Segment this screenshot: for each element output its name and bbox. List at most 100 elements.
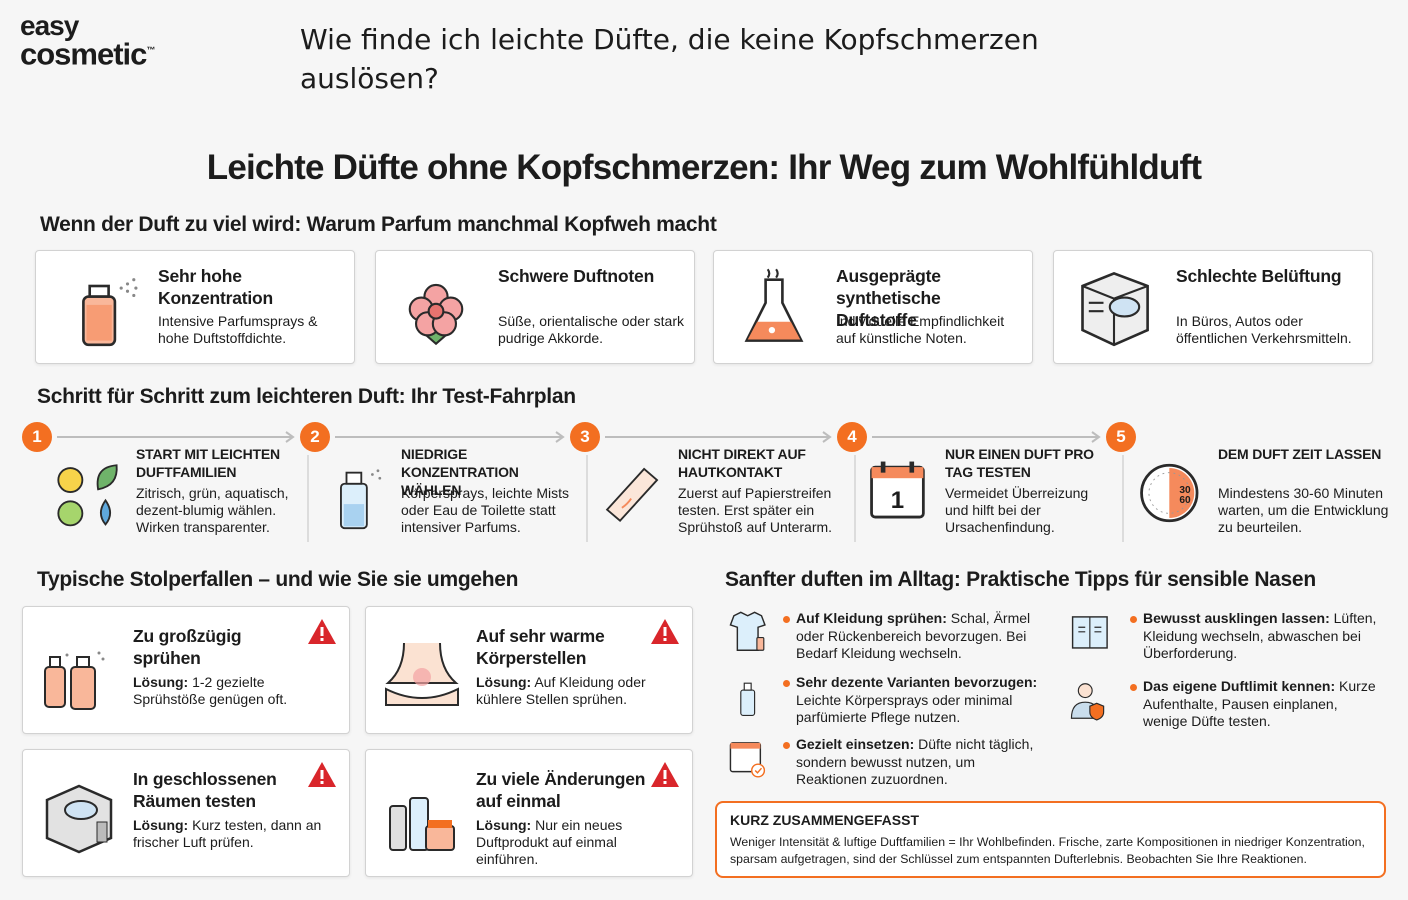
icon-warn bbox=[308, 619, 336, 644]
section-heading: Sanfter duften im Alltag: Praktische Tip… bbox=[725, 568, 1316, 591]
icon-part bbox=[345, 471, 363, 485]
solution-label-inline: Lösung: bbox=[133, 817, 189, 833]
cause-card: Sehr hohe Konzentration Intensive Parfums… bbox=[35, 250, 355, 364]
icon-part bbox=[408, 283, 464, 346]
pitfall-title: In geschlossenen Räumen testen bbox=[133, 769, 277, 811]
icon-part bbox=[376, 469, 380, 473]
calendar-day: 1 bbox=[891, 487, 904, 514]
icon-part bbox=[320, 638, 324, 641]
icon-warn bbox=[308, 762, 336, 787]
icon-part bbox=[1088, 301, 1104, 313]
icon-part bbox=[751, 763, 766, 778]
icon-strip bbox=[605, 467, 659, 523]
step-title: START MIT LEICHTEN DUFTFAMILIEN bbox=[136, 446, 280, 480]
icon-part bbox=[822, 431, 832, 443]
cause-title: Ausgeprägte synthetische Duftstoffe bbox=[836, 266, 941, 330]
icon-bottles bbox=[44, 651, 105, 710]
icon-calendar: 1 bbox=[870, 461, 925, 519]
step-title: DEM DUFT ZEIT LASSEN bbox=[1218, 446, 1382, 462]
step-text: Körpersprays, leichte Mists oder Eau de … bbox=[401, 485, 570, 535]
icon-part bbox=[86, 304, 112, 341]
tip-bullet bbox=[1130, 684, 1137, 691]
icon-part bbox=[663, 638, 667, 641]
cause-card: Ausgeprägte synthetische Duftstoffe Indiv… bbox=[713, 250, 1033, 364]
step-text: Vermeidet Überreizung und hilft bei der … bbox=[945, 485, 1089, 535]
icon-part bbox=[756, 637, 765, 651]
cause-text: Süße, orientalische oder stark pudrige A… bbox=[498, 313, 684, 346]
section-heading: Wenn der Duft zu viel wird: Warum Parfum… bbox=[40, 213, 717, 236]
tip-body-inline: Düfte nicht täglich, sondern bewusst nut… bbox=[796, 736, 1034, 787]
step-text: Zitrisch, grün, aquatisch, dezent-blumig… bbox=[136, 485, 289, 535]
icon-part bbox=[555, 431, 565, 443]
cause-text: Individuelle Empfindlichkeit auf künstli… bbox=[836, 313, 1005, 346]
icon-part bbox=[70, 666, 96, 710]
icon-part bbox=[1169, 468, 1195, 518]
icon-window bbox=[1071, 616, 1108, 649]
icon-part bbox=[76, 656, 90, 668]
section-heading: Schritt für Schritt zum leichteren Duft:… bbox=[37, 385, 576, 408]
icon-part bbox=[385, 687, 459, 706]
tip-label-inline: Sehr dezente Varianten bevorzugen: bbox=[796, 674, 1038, 690]
icon-part bbox=[730, 742, 761, 749]
cause-card: Schlechte Belüftung In Büros, Autos oder … bbox=[1053, 250, 1373, 364]
step-number: 5 bbox=[1106, 422, 1136, 452]
cause-card: Schwere Duftnoten Süße, orientalische ode… bbox=[375, 250, 695, 364]
icon-part bbox=[389, 805, 407, 851]
summary-title: KURZ ZUSAMMENGEFASST bbox=[730, 812, 919, 828]
pitfall-solution: Lösung: Kurz testen, dann an frischer Lu… bbox=[133, 817, 333, 851]
tip-text: Gezielt einsetzen: Düfte nicht täglich, … bbox=[796, 736, 1044, 789]
pitfall-card: Auf sehr warme Körperstellen Lösung: Auf … bbox=[365, 606, 693, 734]
icon-part bbox=[343, 504, 365, 527]
pitfall-card: In geschlossenen Räumen testen Lösung: Ku… bbox=[22, 749, 350, 877]
solution-label-inline: Lösung: bbox=[476, 817, 532, 833]
tip-bullet bbox=[1130, 616, 1137, 623]
logo-word: cosmetic bbox=[20, 36, 147, 72]
icon-shirt bbox=[729, 611, 766, 651]
icon-part bbox=[44, 666, 66, 708]
icon-part bbox=[1077, 683, 1093, 699]
cause-title: Schwere Duftnoten bbox=[498, 266, 655, 286]
pitfall-title: Zu viele Änderungen auf einmal bbox=[476, 769, 646, 811]
icon-closedroom bbox=[45, 784, 113, 854]
question: Wie finde ich leichte Düfte, die keine K… bbox=[300, 23, 1039, 95]
icon-part bbox=[743, 682, 752, 691]
logo-mark: ™ bbox=[146, 45, 156, 55]
tip-body-inline: Lüften, Kleidung wechseln, abwaschen bei… bbox=[1143, 610, 1377, 661]
tip-label-inline: Gezielt einsetzen: bbox=[796, 736, 915, 752]
icon-part bbox=[378, 476, 382, 480]
pitfall-title: Auf sehr warme Körperstellen bbox=[476, 626, 605, 668]
solution-text-inline: 1-2 gezielte Sprühstöße genügen oft. bbox=[133, 674, 288, 707]
step-connectors bbox=[57, 431, 1124, 542]
solution-text-inline: Auf Kleidung oder kühlere Stellen sprühe… bbox=[476, 674, 646, 707]
icon-part bbox=[285, 431, 295, 443]
infographic-title: Leichte Düfte ohne Kopfschmerzen: Ihr We… bbox=[206, 148, 1202, 187]
icon-flask bbox=[744, 268, 804, 342]
pitfall-title: Zu großzügig sprühen bbox=[133, 626, 242, 668]
icon-part bbox=[425, 825, 455, 851]
cause-title: Sehr hohe Konzentration bbox=[158, 266, 274, 308]
tip-label-inline: Bewusst ausklingen lassen: bbox=[1143, 610, 1330, 626]
icon-part bbox=[740, 689, 756, 716]
icon-part bbox=[119, 286, 123, 290]
icon-part bbox=[1078, 616, 1102, 648]
summary-text: Weniger Intensität & luftige Duftfamilie… bbox=[730, 835, 1365, 866]
icon-part bbox=[49, 656, 61, 668]
icon-part bbox=[320, 781, 324, 784]
icon-bluespray bbox=[340, 469, 382, 530]
icon-warn bbox=[651, 762, 679, 787]
icon-part bbox=[605, 467, 659, 523]
icon-part bbox=[320, 770, 324, 779]
icon-part bbox=[57, 467, 84, 493]
icon-part bbox=[64, 800, 98, 820]
icon-part bbox=[96, 464, 118, 491]
icon-part bbox=[88, 284, 110, 298]
tip-body-inline: Kurze Aufenthalte, Pausen einplanen, wen… bbox=[1143, 678, 1376, 729]
tip-bullet bbox=[783, 616, 790, 623]
step-title: NIEDRIGE KONZENTRATION WÄHLEN bbox=[401, 446, 519, 498]
clock-label: 60 bbox=[1179, 495, 1191, 506]
step-title: NUR EINEN DUFT PRO TAG TESTEN bbox=[945, 446, 1094, 480]
pitfall-solution: Lösung: Nur ein neues Duftprodukt auf ei… bbox=[476, 817, 676, 868]
icon-part bbox=[1108, 296, 1141, 318]
